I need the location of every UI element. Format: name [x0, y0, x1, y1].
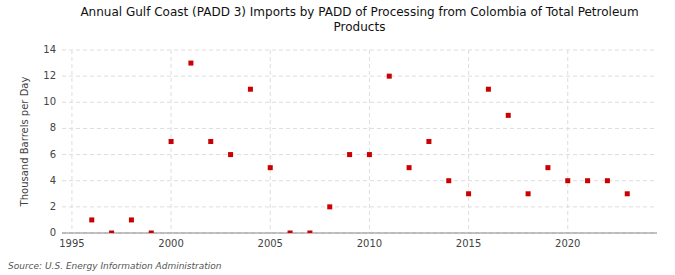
y-tick-label: 14: [43, 44, 56, 55]
y-tick-label: 8: [50, 122, 56, 133]
point: [169, 139, 174, 144]
x-tick-label: 2015: [456, 238, 481, 249]
grid: [62, 50, 657, 233]
point: [327, 204, 332, 209]
title-line: Annual Gulf Coast (PADD 3) Imports by PA…: [80, 5, 638, 19]
point: [585, 178, 590, 183]
x-grid-line: [468, 50, 469, 233]
x-tick-label: 2000: [158, 238, 183, 249]
x-tick-label: 2005: [258, 238, 283, 249]
y-tick-label: 0: [50, 227, 56, 238]
title-line: Products: [334, 20, 386, 34]
point: [89, 217, 94, 222]
source: Source: U.S. Energy Information Administ…: [8, 261, 222, 271]
point: [387, 74, 392, 79]
point: [486, 87, 491, 92]
chart: 0 2 4 6 8 10 12 14 1995 2000 2005 2010 2015 2020 Thous…: [0, 0, 675, 275]
y-grid-line: [62, 154, 657, 155]
point: [307, 231, 312, 234]
point: [347, 152, 352, 157]
point: [149, 231, 154, 234]
point: [605, 178, 610, 183]
point: [268, 165, 273, 170]
point: [288, 231, 293, 234]
point: [208, 139, 213, 144]
x-grid-line: [71, 50, 72, 233]
y-grid-line: [62, 76, 657, 77]
point: [506, 113, 511, 118]
point: [367, 152, 372, 157]
point: [228, 152, 233, 157]
point: [407, 165, 412, 170]
y-tick-label: 2: [50, 201, 56, 212]
title: Annual Gulf Coast (PADD 3) Imports by PA…: [80, 5, 638, 34]
y-axis-label: Thousand Barrels per Day: [19, 77, 30, 208]
x-grid-line: [567, 50, 568, 233]
y-tick-label: 12: [43, 70, 56, 81]
point: [565, 178, 570, 183]
point: [109, 231, 114, 234]
point: [526, 191, 531, 196]
y-tick-label: 10: [43, 96, 56, 107]
y-tick-label: 6: [50, 149, 56, 160]
point: [625, 191, 630, 196]
x-grid-line: [270, 50, 271, 233]
point: [188, 61, 193, 66]
point: [426, 139, 431, 144]
x-tick-label: 2010: [357, 238, 382, 249]
point: [466, 191, 471, 196]
x-tick-label: 1995: [59, 238, 84, 249]
x-tick-label: 2020: [555, 238, 580, 249]
point: [248, 87, 253, 92]
point: [129, 217, 134, 222]
y-tick-label: 4: [50, 175, 56, 186]
point: [446, 178, 451, 183]
x-grid-line: [369, 50, 370, 233]
point: [545, 165, 550, 170]
points: [89, 61, 630, 233]
